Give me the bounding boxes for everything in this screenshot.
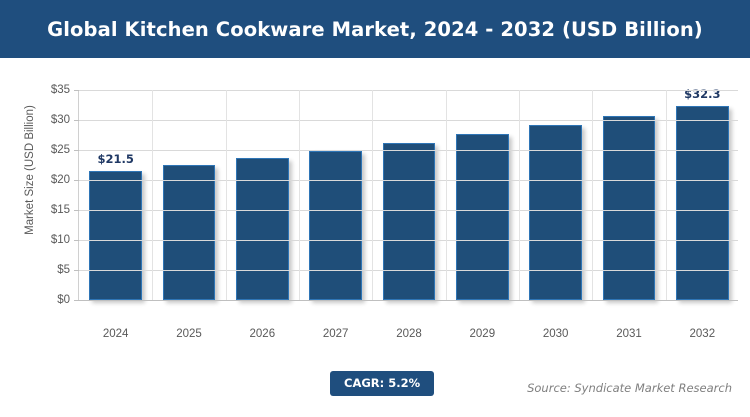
- bar-2024[interactable]: [89, 171, 143, 300]
- cagr-badge: CAGR: 5.2%: [330, 371, 435, 396]
- bar-2025[interactable]: [162, 165, 216, 300]
- bar-slot-2026: [226, 90, 299, 300]
- bar-2028[interactable]: [382, 142, 436, 300]
- bar-slot-2029: [446, 90, 519, 300]
- y-tick-label: $10: [50, 234, 70, 246]
- bar-slot-2032: $32.3: [666, 87, 739, 300]
- x-tick-label-2029: 2029: [469, 328, 496, 340]
- y-tickmark-25: [74, 150, 79, 151]
- y-tickmark-35: [74, 90, 79, 91]
- gridline-x: [152, 90, 154, 300]
- bar-slot-2028: [372, 90, 445, 300]
- gridline-x: [299, 90, 300, 300]
- y-tick-label: $25: [50, 144, 70, 156]
- bar-slot-2024: $21.5: [79, 90, 152, 300]
- gridline-y-10: [79, 240, 738, 241]
- x-tick-label-2031: 2031: [616, 328, 642, 340]
- y-tickmark-20: [74, 180, 79, 181]
- plot-area: $21.5 $32.3 $0 $5 $10 $15 $20 $25 $30 $35 2024 202…: [51, 84, 739, 340]
- bar-slot-2025: [152, 90, 225, 300]
- gridline-x: [592, 90, 594, 300]
- gridline-y-5: [79, 270, 738, 271]
- gridline-x: [225, 90, 227, 300]
- bar-2032[interactable]: [675, 106, 729, 300]
- bar-2030[interactable]: [529, 125, 583, 300]
- y-tickmark-15: [74, 210, 79, 211]
- y-tick-label: $20: [50, 174, 70, 186]
- x-tick-label-2030: 2030: [542, 328, 569, 340]
- page-title: Global Kitchen Cookware Market, 2024 - 2…: [47, 17, 703, 41]
- bars-layer: $21.5 $32.3: [79, 87, 739, 300]
- y-tick-label: $15: [50, 204, 70, 216]
- x-tick-label-2027: 2027: [322, 328, 349, 340]
- gridline-y-20: [79, 180, 738, 181]
- gridline-y-0: [79, 300, 738, 301]
- y-tickmark-5: [74, 270, 79, 271]
- gridline-x: [519, 90, 520, 300]
- x-tick-label-2024: 2024: [102, 328, 129, 340]
- y-tickmark-10: [74, 240, 79, 241]
- bar-2029[interactable]: [455, 133, 509, 300]
- y-tickmark-30: [74, 120, 79, 121]
- y-tick-label: $5: [57, 264, 70, 276]
- gridline-x: [665, 90, 667, 300]
- source-note: Source: Syndicate Market Research: [527, 381, 732, 395]
- bar-2027[interactable]: [309, 150, 363, 300]
- gridline-y-25: [79, 150, 738, 151]
- bar-data-label-2024: $21.5: [97, 152, 134, 166]
- bar-slot-2030: [519, 90, 592, 300]
- y-tickmark-0: [74, 300, 79, 301]
- bar-slot-2031: [592, 90, 665, 300]
- chart-header-band: Global Kitchen Cookware Market, 2024 - 2…: [0, 0, 750, 58]
- gridline-y-30: [79, 120, 738, 121]
- gridline-x: [372, 90, 374, 300]
- gridline-y-15: [79, 210, 738, 211]
- bar-2026[interactable]: [235, 157, 289, 300]
- bar-slot-2027: [299, 90, 372, 300]
- chart-frame: Market Size (USD Billion) $21.5 $32.3 $0 $…: [12, 68, 738, 340]
- gridline-y-35: [79, 90, 738, 91]
- x-tick-label-2032: 2032: [689, 328, 716, 340]
- x-tick-label-2025: 2025: [176, 328, 202, 340]
- y-tick-label: $0: [57, 294, 70, 306]
- x-tick-label-2026: 2026: [249, 328, 276, 340]
- y-tick-label: $30: [50, 114, 70, 126]
- bar-2031[interactable]: [602, 116, 656, 300]
- gridline-x: [445, 90, 447, 300]
- x-tick-label-2028: 2028: [396, 328, 422, 340]
- y-tick-label: $35: [50, 84, 70, 96]
